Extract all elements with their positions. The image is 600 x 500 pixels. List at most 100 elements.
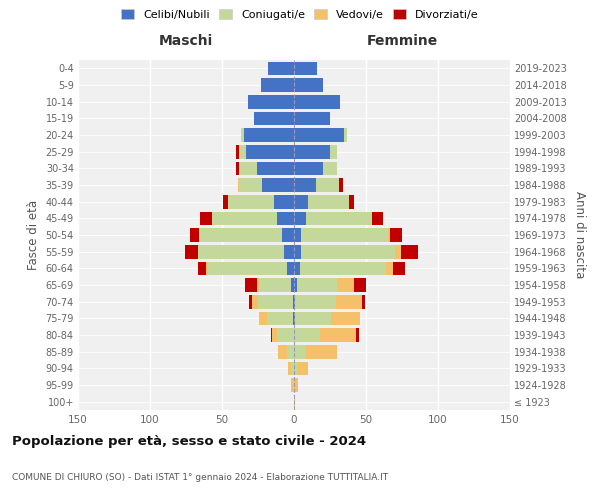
Bar: [268, 62, 294, 75]
Bar: [291, 278, 294, 292]
Bar: [294, 162, 337, 175]
Bar: [294, 78, 323, 92]
Bar: [241, 128, 294, 142]
Bar: [271, 328, 294, 342]
Bar: [277, 212, 294, 225]
Bar: [293, 295, 294, 308]
Bar: [199, 228, 294, 242]
Bar: [283, 228, 294, 242]
Bar: [294, 78, 323, 92]
Bar: [294, 128, 347, 142]
Bar: [294, 62, 317, 75]
Bar: [294, 62, 317, 75]
Bar: [259, 312, 294, 325]
Bar: [294, 212, 383, 225]
Bar: [294, 245, 401, 258]
Bar: [294, 328, 359, 342]
Bar: [294, 95, 340, 108]
Bar: [294, 278, 297, 292]
Bar: [262, 178, 294, 192]
Bar: [244, 128, 294, 142]
Bar: [294, 328, 356, 342]
Bar: [239, 162, 294, 175]
Bar: [294, 95, 340, 108]
Bar: [274, 195, 294, 208]
Bar: [294, 145, 330, 158]
Bar: [200, 212, 294, 225]
Bar: [294, 328, 320, 342]
Bar: [257, 162, 294, 175]
Bar: [248, 95, 294, 108]
Bar: [268, 62, 294, 75]
Bar: [294, 262, 394, 275]
Bar: [248, 95, 294, 108]
Bar: [294, 78, 323, 92]
Bar: [294, 112, 330, 125]
Bar: [294, 345, 337, 358]
Bar: [199, 228, 294, 242]
Bar: [236, 145, 294, 158]
Bar: [294, 245, 301, 258]
Bar: [257, 278, 294, 292]
Bar: [294, 395, 295, 408]
Bar: [268, 62, 294, 75]
Bar: [208, 262, 294, 275]
Bar: [294, 295, 336, 308]
Bar: [294, 95, 340, 108]
Bar: [294, 228, 301, 242]
Bar: [206, 262, 294, 275]
Bar: [212, 212, 294, 225]
Bar: [252, 295, 294, 308]
Bar: [254, 112, 294, 125]
Bar: [294, 345, 337, 358]
Bar: [248, 95, 294, 108]
Bar: [294, 312, 331, 325]
Bar: [294, 312, 295, 325]
Bar: [223, 195, 294, 208]
Bar: [294, 145, 337, 158]
Bar: [238, 178, 294, 192]
Bar: [266, 312, 294, 325]
Bar: [241, 128, 294, 142]
Bar: [294, 178, 338, 192]
Bar: [272, 328, 294, 342]
Bar: [277, 328, 294, 342]
Bar: [291, 362, 294, 375]
Bar: [250, 295, 294, 308]
Y-axis label: Fasce di età: Fasce di età: [27, 200, 40, 270]
Bar: [259, 278, 294, 292]
Bar: [294, 162, 337, 175]
Bar: [294, 212, 372, 225]
Bar: [294, 378, 298, 392]
Bar: [248, 95, 294, 108]
Bar: [278, 345, 294, 358]
Bar: [228, 195, 294, 208]
Bar: [294, 128, 347, 142]
Bar: [294, 262, 300, 275]
Bar: [294, 362, 297, 375]
Bar: [288, 362, 294, 375]
Bar: [294, 195, 349, 208]
Bar: [294, 112, 330, 125]
Bar: [294, 62, 317, 75]
Bar: [241, 128, 294, 142]
Bar: [294, 95, 340, 108]
Bar: [294, 228, 402, 242]
Bar: [294, 278, 366, 292]
Bar: [294, 262, 405, 275]
Bar: [261, 78, 294, 92]
Bar: [247, 145, 294, 158]
Bar: [294, 362, 308, 375]
Y-axis label: Anni di nascita: Anni di nascita: [574, 192, 586, 278]
Bar: [294, 278, 355, 292]
Bar: [294, 178, 343, 192]
Bar: [294, 295, 365, 308]
Bar: [294, 195, 349, 208]
Bar: [287, 345, 294, 358]
Bar: [239, 145, 294, 158]
Text: Femmine: Femmine: [367, 34, 437, 48]
Bar: [261, 78, 294, 92]
Bar: [294, 162, 323, 175]
Bar: [294, 228, 388, 242]
Bar: [294, 312, 360, 325]
